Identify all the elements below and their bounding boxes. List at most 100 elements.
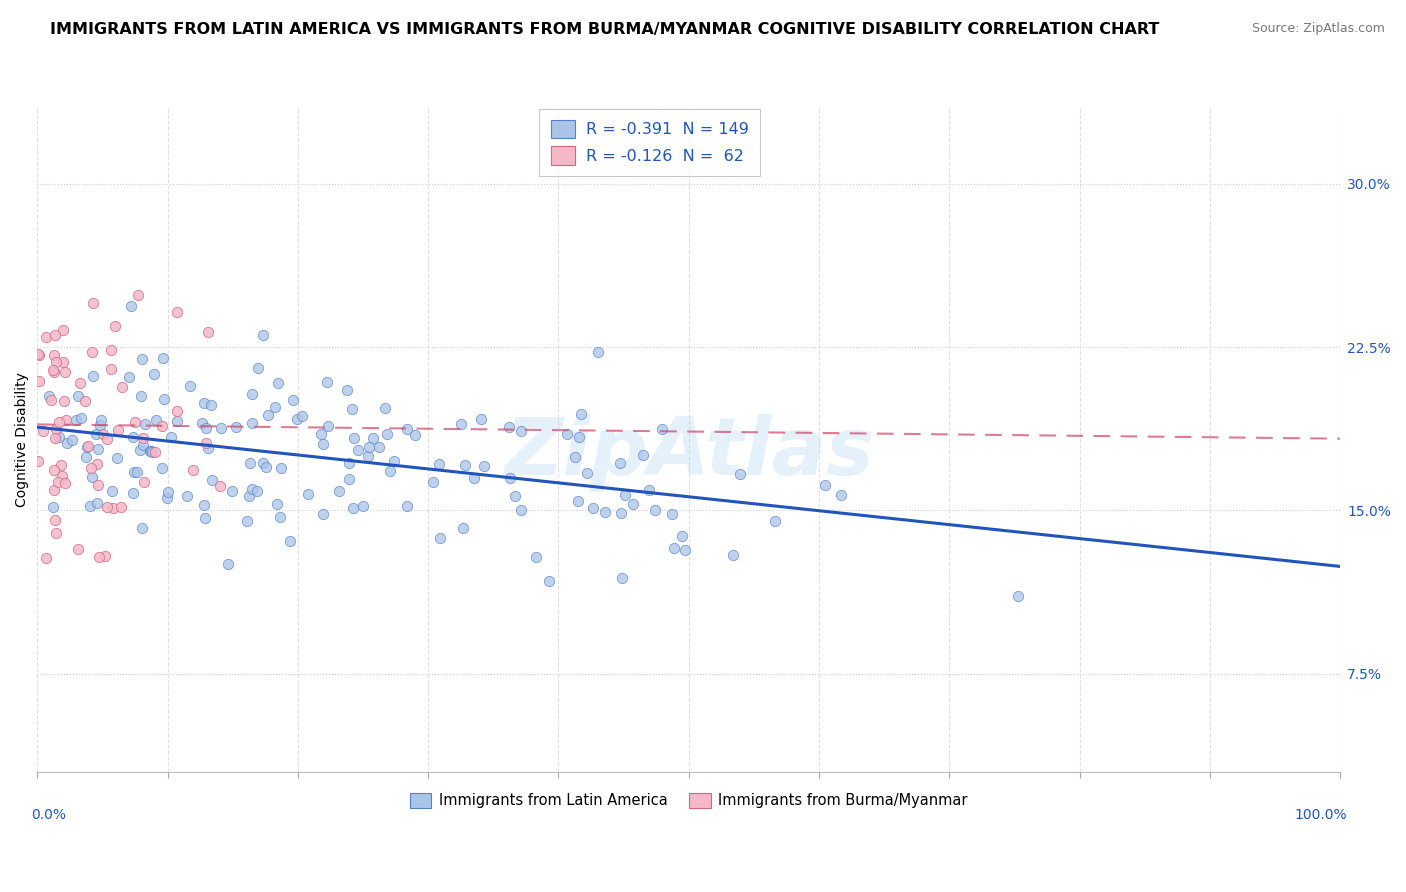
- Point: [101, 484, 124, 499]
- Point: [124, 415, 146, 429]
- Point: [145, 413, 167, 427]
- Point: [269, 510, 291, 524]
- Point: [52, 323, 75, 337]
- Point: [87, 550, 110, 565]
- Point: [129, 442, 152, 457]
- Point: [56, 436, 79, 450]
- Point: [27, 347, 49, 361]
- Point: [673, 542, 696, 557]
- Point: [239, 456, 262, 470]
- Point: [263, 401, 285, 415]
- Point: [242, 482, 264, 496]
- Point: [318, 418, 340, 433]
- Text: ZipAtlas: ZipAtlas: [503, 414, 873, 491]
- Point: [633, 448, 655, 462]
- Point: [524, 550, 547, 565]
- Point: [44, 483, 66, 497]
- Point: [150, 461, 173, 475]
- Point: [246, 361, 269, 376]
- Text: 0.0%: 0.0%: [31, 808, 66, 822]
- Point: [1007, 589, 1029, 603]
- Point: [100, 343, 122, 357]
- Point: [309, 426, 332, 441]
- Point: [470, 411, 492, 425]
- Point: [80, 461, 103, 475]
- Point: [651, 422, 673, 436]
- Point: [107, 423, 129, 437]
- Point: [41, 392, 63, 407]
- Y-axis label: Cognitive Disability: Cognitive Disability: [15, 372, 30, 507]
- Point: [337, 472, 360, 486]
- Point: [613, 488, 636, 502]
- Point: [267, 376, 290, 390]
- Point: [94, 549, 117, 563]
- Point: [38, 388, 60, 402]
- Point: [266, 497, 288, 511]
- Point: [254, 460, 277, 475]
- Point: [453, 458, 475, 473]
- Point: [45, 355, 67, 369]
- Point: [27, 454, 49, 468]
- Point: [166, 305, 188, 319]
- Point: [291, 409, 314, 423]
- Point: [104, 319, 127, 334]
- Point: [44, 512, 66, 526]
- Point: [75, 450, 97, 465]
- Point: [96, 432, 118, 446]
- Point: [103, 501, 125, 516]
- Point: [69, 376, 91, 390]
- Point: [236, 514, 259, 528]
- Point: [569, 407, 592, 421]
- Point: [166, 404, 188, 418]
- Point: [285, 411, 308, 425]
- Point: [86, 496, 108, 510]
- Point: [132, 438, 155, 452]
- Point: [150, 418, 173, 433]
- Point: [86, 457, 108, 471]
- Point: [139, 444, 162, 458]
- Point: [217, 558, 239, 572]
- Point: [41, 363, 63, 377]
- Point: [257, 408, 280, 422]
- Point: [537, 574, 560, 589]
- Point: [246, 483, 269, 498]
- Point: [346, 443, 368, 458]
- Point: [200, 398, 222, 412]
- Point: [105, 450, 128, 465]
- Point: [814, 478, 837, 492]
- Point: [498, 420, 520, 434]
- Point: [122, 485, 145, 500]
- Point: [49, 458, 72, 472]
- Point: [51, 469, 73, 483]
- Point: [404, 428, 426, 442]
- Point: [45, 422, 67, 436]
- Point: [297, 486, 319, 500]
- Point: [328, 483, 350, 498]
- Point: [129, 388, 152, 402]
- Point: [312, 437, 335, 451]
- Point: [209, 479, 232, 493]
- Point: [31, 424, 53, 438]
- Point: [395, 422, 418, 436]
- Point: [53, 365, 76, 379]
- Point: [361, 431, 384, 445]
- Point: [157, 485, 180, 500]
- Point: [586, 344, 609, 359]
- Point: [127, 466, 149, 480]
- Point: [60, 434, 83, 448]
- Point: [87, 442, 110, 456]
- Point: [311, 508, 333, 522]
- Point: [621, 497, 644, 511]
- Point: [44, 431, 66, 445]
- Point: [374, 401, 396, 416]
- Point: [55, 475, 77, 490]
- Point: [176, 489, 198, 503]
- Point: [160, 430, 183, 444]
- Point: [152, 392, 174, 407]
- Point: [201, 474, 224, 488]
- Point: [35, 550, 58, 565]
- Point: [89, 417, 111, 432]
- Point: [46, 475, 69, 489]
- Point: [120, 299, 142, 313]
- Point: [281, 392, 304, 407]
